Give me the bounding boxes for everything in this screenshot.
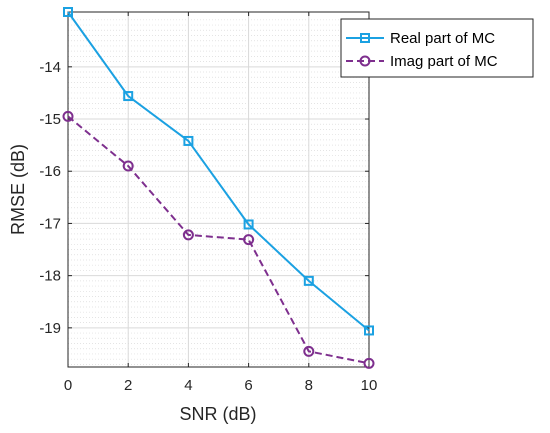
y-axis-title: RMSE (dB)	[8, 144, 28, 235]
data-point-imag	[182, 229, 194, 241]
series-layer	[62, 7, 375, 369]
series-line-real	[67, 11, 370, 332]
data-point-imag	[122, 160, 134, 172]
data-point-imag	[243, 234, 255, 246]
y-tick-label: -19	[39, 320, 61, 337]
y-tick-label: -15	[39, 111, 61, 128]
legend-label-real: Real part of MC	[390, 30, 495, 47]
data-point-imag	[62, 110, 74, 122]
data-point-real	[183, 135, 194, 146]
plot-frame	[67, 11, 370, 368]
x-tick-label: 8	[305, 377, 313, 394]
data-point-real	[63, 7, 73, 17]
axis-ticks: 0 2 4 6 8 10 -19 -18 -17 -16 -15 -14	[39, 12, 377, 394]
x-tick-label: 2	[124, 377, 132, 394]
legend-box	[340, 18, 534, 78]
data-point-real	[364, 325, 374, 336]
x-axis-title: SNR (dB)	[179, 404, 256, 424]
y-tick-label: -16	[39, 163, 61, 180]
y-tick-label: -14	[39, 59, 61, 76]
data-point-imag	[363, 357, 375, 369]
legend: Real part of MC Imag part of MC	[340, 18, 534, 78]
x-tick-label: 0	[64, 377, 72, 394]
legend-marker-circle	[359, 55, 371, 67]
x-tick-label: 6	[244, 377, 252, 394]
plot-area	[68, 12, 369, 367]
data-point-real	[303, 275, 314, 286]
series-line-imag	[67, 115, 370, 365]
x-tick-label: 10	[361, 377, 378, 394]
minor-grid	[68, 19, 369, 365]
x-tick-label: 4	[184, 377, 192, 394]
data-point-imag	[303, 345, 315, 357]
legend-marker-square	[360, 33, 370, 43]
legend-label-imag: Imag part of MC	[390, 53, 498, 70]
data-point-real	[243, 219, 254, 230]
y-tick-label: -17	[39, 215, 61, 232]
data-point-real	[123, 91, 134, 102]
y-tick-label: -18	[39, 268, 61, 285]
